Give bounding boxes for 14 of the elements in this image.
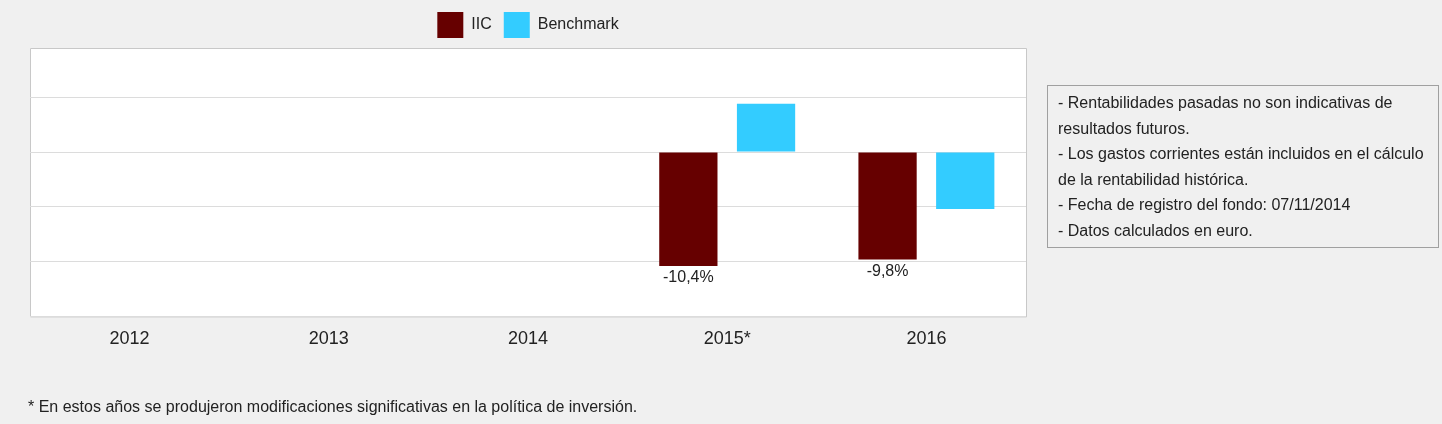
text: - Los gastos corrientes están incluidos en el cálculo de la rentabilidad histórica. <box>1058 144 1425 190</box>
legend-label: Benchmark <box>537 15 620 33</box>
x-tick-label: 2016 <box>906 328 947 349</box>
text: - Fecha de registro del fondo: 07/11/2014 <box>1058 195 1352 215</box>
x-tick-label: 2012 <box>109 328 150 349</box>
text: * En estos años se produjeron modificaciones significativas en la política de inversión. <box>28 398 638 416</box>
text: - Rentabilidades pasadas no son indicativas de resultados futuros. <box>1058 93 1394 139</box>
x-tick-label: 2015* <box>703 328 751 349</box>
text: - Datos calculados en euro. <box>1058 220 1254 241</box>
legend-label: IIC <box>471 15 492 33</box>
x-tick-label: 2013 <box>308 328 349 349</box>
data-label: -9,8% <box>866 261 909 279</box>
x-tick-label: 2014 <box>507 328 549 349</box>
data-label: -10,4% <box>663 268 714 286</box>
